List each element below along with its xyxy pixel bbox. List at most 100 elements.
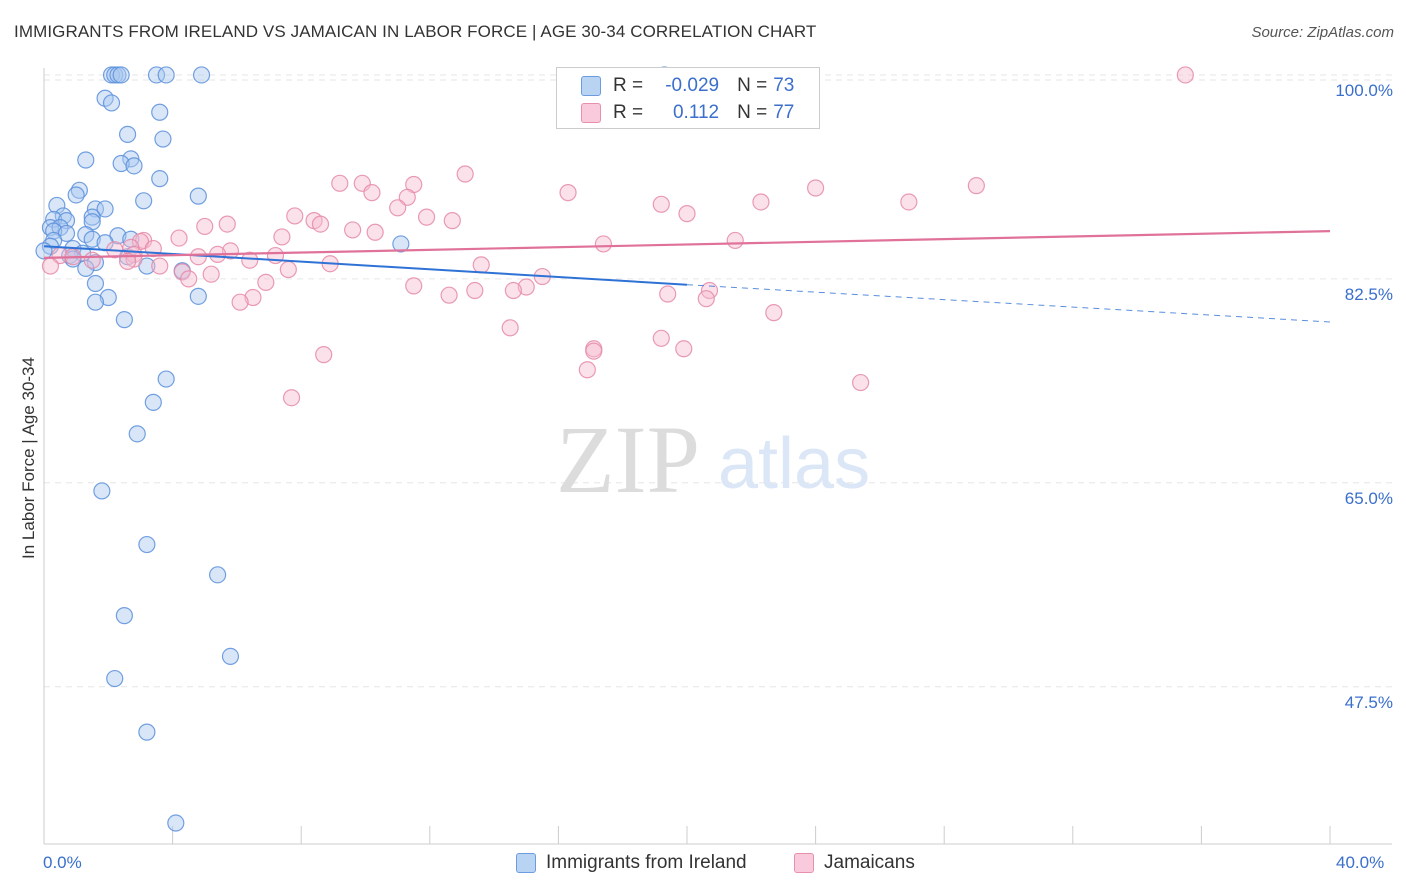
point-ireland: [151, 170, 169, 188]
point-jamaican: [585, 342, 603, 360]
point-jamaican: [41, 257, 60, 275]
stats-legend: R = -0.029 N = 73 R = 0.112 N = 77: [556, 67, 820, 129]
point-ireland: [86, 274, 105, 293]
point-jamaican: [118, 252, 137, 270]
axes: [43, 68, 1392, 845]
point-jamaican: [504, 281, 522, 300]
point-ireland: [157, 370, 175, 388]
watermark-zip: ZIP: [556, 406, 700, 513]
legend-swatch-blue: [516, 853, 536, 873]
point-ireland: [125, 157, 143, 175]
grid-lines: [44, 74, 1392, 688]
point-jamaican: [344, 221, 362, 239]
point-ireland: [112, 154, 130, 173]
legend-item-ireland[interactable]: Immigrants from Ireland: [516, 852, 747, 874]
point-ireland: [48, 196, 66, 215]
point-ireland: [115, 607, 133, 625]
point-jamaican: [286, 207, 304, 225]
point-jamaican: [170, 229, 188, 247]
point-jamaican: [501, 319, 519, 337]
point-jamaican: [389, 199, 407, 217]
trend-line-jamaicans: [43, 229, 1331, 259]
point-jamaican: [173, 263, 191, 281]
point-ireland: [154, 130, 172, 148]
point-ireland: [112, 66, 130, 84]
point-ireland: [67, 186, 85, 204]
point-ireland: [86, 253, 105, 272]
point-ireland: [106, 669, 124, 688]
stats-swatch-pink: [581, 103, 601, 123]
x-tick-label-start: 0.0%: [43, 853, 82, 872]
point-jamaican: [594, 235, 613, 253]
point-ireland: [189, 287, 207, 305]
point-ireland: [70, 181, 88, 199]
point-ireland: [167, 814, 185, 832]
point-jamaican: [559, 184, 577, 202]
stats-r-value: -0.029: [665, 75, 720, 96]
point-ireland: [115, 311, 133, 329]
point-jamaican: [678, 205, 696, 223]
point-jamaican: [578, 361, 596, 379]
point-jamaican: [697, 290, 715, 308]
point-jamaican: [517, 278, 535, 296]
point-jamaican: [417, 208, 436, 226]
point-jamaican: [405, 277, 423, 295]
point-ireland: [192, 66, 211, 84]
point-ireland: [138, 535, 156, 554]
chart-title: IMMIGRANTS FROM IRELAND VS JAMAICAN IN L…: [14, 22, 817, 41]
point-jamaican: [1176, 66, 1194, 84]
point-ireland: [392, 235, 410, 253]
point-jamaican: [752, 193, 770, 211]
point-ireland: [86, 293, 105, 311]
point-ireland: [221, 647, 240, 666]
stats-swatch-blue: [581, 76, 601, 96]
point-jamaican: [196, 217, 214, 236]
legend-label-ireland: Immigrants from Ireland: [546, 852, 747, 873]
point-ireland: [147, 66, 166, 84]
point-jamaican: [652, 195, 670, 213]
point-ireland: [96, 200, 114, 218]
point-jamaican: [806, 179, 825, 197]
y-tick-label: 47.5%: [1344, 692, 1393, 712]
point-jamaican: [466, 281, 484, 300]
point-ireland: [77, 151, 95, 169]
point-ireland: [151, 103, 169, 121]
point-jamaican: [231, 293, 249, 311]
stats-row-pink: R = 0.112 N = 77: [581, 100, 794, 126]
stats-row-blue: R = -0.029 N = 73: [581, 73, 794, 99]
watermark: ZIP atlas: [556, 406, 870, 513]
point-jamaican: [311, 215, 330, 233]
point-ireland: [93, 482, 111, 500]
point-jamaican: [151, 257, 169, 275]
point-jamaican: [282, 389, 301, 407]
stats-r-value: 0.112: [672, 102, 720, 123]
point-jamaican: [363, 184, 381, 202]
point-jamaican: [967, 177, 985, 195]
point-jamaican: [257, 273, 275, 291]
trend-line-ireland: [43, 245, 688, 286]
point-jamaican: [241, 251, 259, 269]
point-ireland: [118, 125, 137, 143]
stats-n-value: 73: [773, 75, 795, 96]
legend-item-jamaicans[interactable]: Jamaicans: [794, 852, 915, 874]
stats-n-value: 77: [773, 102, 795, 123]
point-jamaican: [472, 256, 490, 274]
point-jamaican: [202, 265, 220, 283]
point-ireland: [57, 212, 76, 230]
stats-n-label: N =: [737, 75, 768, 96]
point-ireland: [102, 94, 121, 112]
point-jamaican: [83, 251, 101, 269]
point-jamaican: [366, 223, 384, 241]
point-jamaican: [900, 193, 918, 211]
trend-line-ireland-extension: [686, 284, 1331, 323]
point-ireland: [157, 66, 175, 84]
point-ireland: [209, 566, 227, 584]
y-axis-label: In Labor Force | Age 30-34: [19, 357, 38, 559]
point-jamaican: [273, 228, 291, 246]
point-jamaican: [456, 165, 474, 183]
point-jamaican: [279, 260, 297, 279]
point-ireland: [135, 192, 153, 210]
y-tick-label: 100.0%: [1335, 80, 1393, 100]
series-legend: Immigrants from Ireland Jamaicans: [0, 850, 1406, 878]
